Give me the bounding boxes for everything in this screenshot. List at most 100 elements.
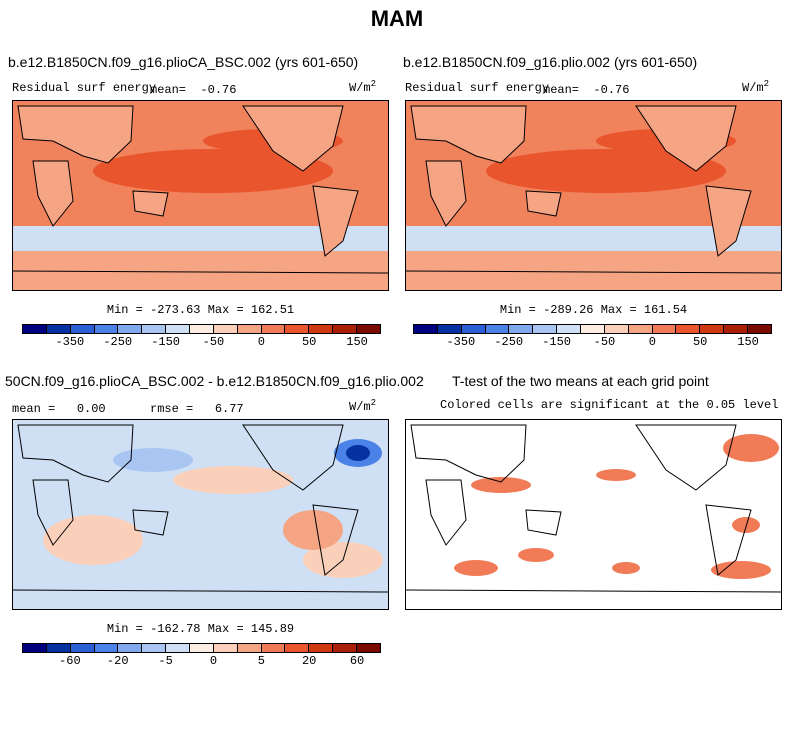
panel-2-map — [405, 100, 782, 291]
panel-3-rmse-value: 6.77 — [214, 402, 244, 416]
colorbar-3-swatch — [357, 644, 380, 652]
panel-3-mean-value: 0.00 — [76, 402, 106, 416]
colorbar-2-swatch — [676, 325, 701, 333]
p3-coastlines — [13, 424, 388, 593]
panel-2-units-base: W/m — [742, 81, 764, 95]
colorbar-1-swatch — [357, 325, 380, 333]
colorbar-2-swatch — [509, 325, 534, 333]
p1-land-australia — [133, 191, 168, 216]
panel-4-title: T-test of the two means at each grid poi… — [452, 373, 709, 389]
p4-sig-cell-south-pacific — [518, 548, 554, 562]
p1-land-south-america — [313, 186, 358, 256]
panel-4-field — [406, 424, 781, 593]
p2-land-south-america — [706, 186, 751, 256]
panel-3-units-exp: 2 — [370, 398, 377, 408]
colorbar-2-ticks-label: 0 — [648, 335, 656, 349]
p2-land-eurasia — [411, 106, 526, 163]
colorbar-1-swatch — [70, 325, 95, 333]
p2-land-australia — [526, 191, 561, 216]
p2-antarctic-band — [406, 251, 781, 290]
colorbar-1-swatch — [333, 325, 358, 333]
panel-2-units: W/m2 — [742, 79, 769, 95]
panel-1-stats: Min = -273.63 Max = 162.51 — [106, 303, 295, 317]
colorbar-2-swatch — [604, 325, 629, 333]
colorbar-1-ticks-label: -350 — [55, 335, 85, 349]
colorbar-1-ticks-label: 150 — [346, 335, 368, 349]
colorbar-2-swatch — [557, 325, 582, 333]
colorbar-1-swatch — [46, 325, 71, 333]
panel-2-mean: mean= -0.76 — [543, 83, 629, 97]
p4-sig-cell-pacific — [596, 469, 636, 481]
p1-antarctic-band — [13, 251, 388, 290]
panel-4-subtitle: Colored cells are significant at the 0.0… — [440, 398, 779, 412]
panel-3-field — [13, 420, 388, 609]
panel-3-rmse: rmse = 6.77 — [150, 402, 244, 416]
colorbar-3-swatch — [333, 644, 358, 652]
panel-1-units-exp: 2 — [370, 79, 377, 89]
panel-3-stats: Min = -162.78 Max = 145.89 — [106, 622, 295, 636]
panel-1-mean-label: mean= — [150, 83, 187, 97]
colorbar-1 — [22, 324, 381, 334]
colorbar-1-ticks-label: -50 — [202, 335, 225, 349]
panel-1-mean-value: -0.76 — [200, 83, 237, 97]
colorbar-2-ticks-label: -250 — [494, 335, 524, 349]
colorbar-3-swatch — [142, 644, 167, 652]
colorbar-3-ticks-label: 20 — [301, 654, 317, 668]
p1-tropical-pacific — [93, 149, 333, 193]
colorbar-1-swatch — [190, 325, 214, 333]
panel-1-variable: Residual surf energy — [12, 81, 157, 95]
panel-2-mean-value: -0.76 — [593, 83, 630, 97]
panel-2-field — [406, 101, 781, 290]
panel-2-mean-label: mean= — [543, 83, 580, 97]
colorbar-2-ticks-label: 150 — [737, 335, 759, 349]
colorbar-3-ticks-label: -20 — [106, 654, 129, 668]
colorbar-3-ticks-label: 5 — [257, 654, 265, 668]
colorbar-3-ticks-label: -5 — [158, 654, 173, 668]
colorbar-1-swatch — [166, 325, 191, 333]
p4-sig-cell-south-atlantic — [711, 561, 771, 579]
colorbar-2-swatch — [485, 325, 510, 333]
p3-warm-anomaly-pacific — [173, 466, 293, 494]
colorbar-3-ticks: -60 -20 -5 0 5 20 60 — [22, 654, 381, 670]
panel-2-stats: Min = -289.26 Max = 161.54 — [499, 303, 688, 317]
p1-land-africa — [33, 161, 73, 226]
panel-2-variable: Residual surf energy — [405, 81, 550, 95]
colorbar-1-swatch — [213, 325, 238, 333]
colorbar-3-swatch — [166, 644, 191, 652]
colorbar-3-swatch — [70, 644, 95, 652]
panel-1-map — [12, 100, 389, 291]
p2-tropical-pacific — [486, 149, 726, 193]
colorbar-1-ticks-label: -250 — [103, 335, 133, 349]
panel-1-units: W/m2 — [349, 79, 376, 95]
colorbar-1-swatch — [23, 325, 47, 333]
colorbar-2-swatch — [724, 325, 749, 333]
colorbar-2-swatch — [628, 325, 653, 333]
p1-coastlines — [13, 105, 388, 274]
panel-3-mean-label: mean = — [12, 402, 56, 416]
colorbar-1-ticks-label: 0 — [257, 335, 265, 349]
colorbar-2-swatch — [533, 325, 558, 333]
panel-3-rmse-label: rmse = — [150, 402, 194, 416]
colorbar-2-swatch — [437, 325, 462, 333]
colorbar-3-swatch — [213, 644, 238, 652]
colorbar-2 — [413, 324, 772, 334]
p4-sig-cell-indian — [471, 477, 531, 493]
panel-1-mean: mean= -0.76 — [150, 83, 236, 97]
colorbar-3-swatch — [118, 644, 143, 652]
colorbar-1-swatch — [261, 325, 286, 333]
colorbar-1-swatch — [309, 325, 334, 333]
p3-cold-anomaly-core — [346, 445, 370, 461]
colorbar-2-ticks: -350 -250 -150 -50 0 50 150 — [413, 335, 772, 351]
panel-3-mean: mean = 0.00 — [12, 402, 106, 416]
panel-1-title: b.e12.B1850CN.f09_g16.plioCA_BSC.002 (yr… — [8, 54, 359, 70]
colorbar-1-swatch — [285, 325, 310, 333]
colorbar-2-swatch — [700, 325, 725, 333]
colorbar-3 — [22, 643, 381, 653]
colorbar-2-swatch — [652, 325, 677, 333]
colorbar-1-ticks: -350 -250 -150 -50 0 50 150 — [22, 335, 381, 351]
panel-1-units-base: W/m — [349, 81, 371, 95]
figure-title: MAM — [370, 6, 424, 31]
colorbar-1-ticks-label: -150 — [151, 335, 180, 349]
colorbar-1-swatch — [118, 325, 143, 333]
colorbar-1-ticks-label: 50 — [301, 335, 317, 349]
